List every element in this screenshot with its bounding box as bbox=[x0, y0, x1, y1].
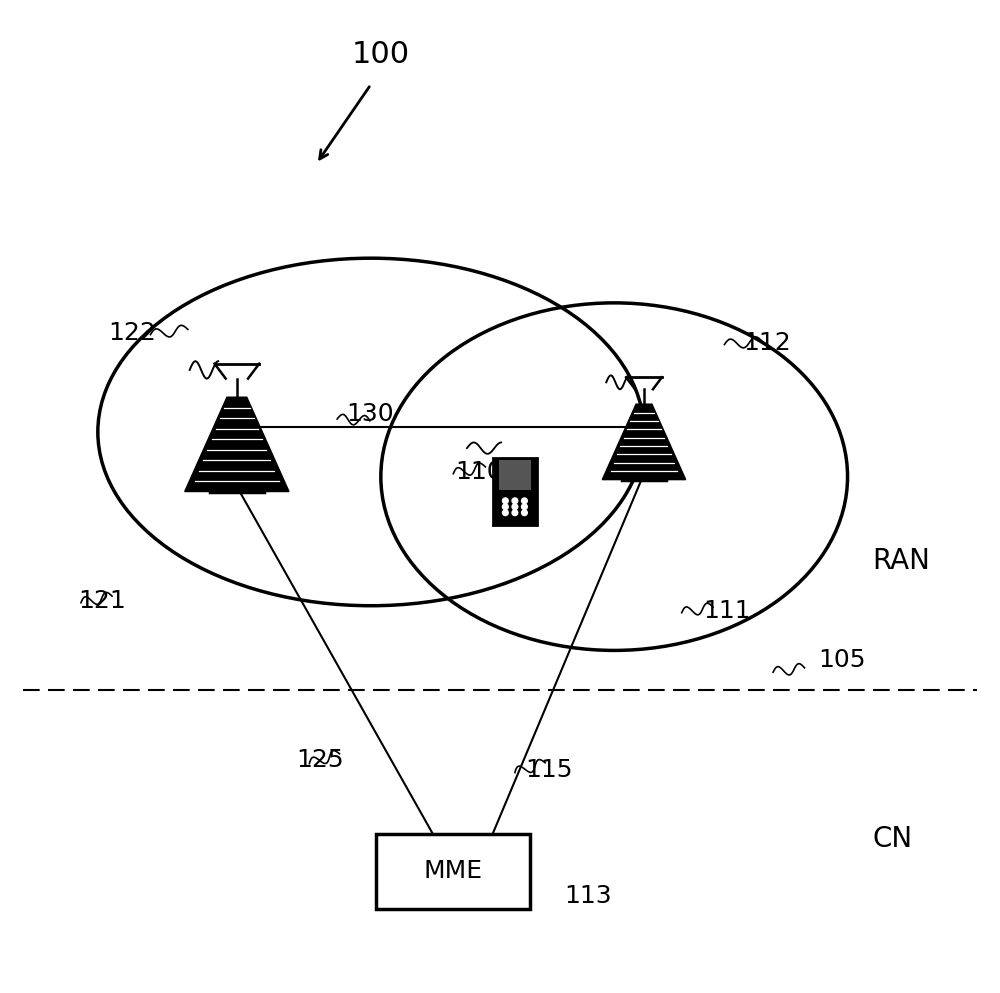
Polygon shape bbox=[185, 397, 289, 492]
Bar bbox=[376, 834, 530, 909]
Text: 130: 130 bbox=[346, 402, 394, 426]
Text: 111: 111 bbox=[704, 599, 751, 623]
Text: 112: 112 bbox=[743, 331, 791, 355]
Text: 110: 110 bbox=[455, 460, 503, 484]
Bar bbox=[493, 459, 537, 524]
Circle shape bbox=[502, 497, 508, 503]
Text: 105: 105 bbox=[818, 648, 865, 672]
Polygon shape bbox=[602, 404, 686, 480]
Circle shape bbox=[512, 497, 518, 503]
Circle shape bbox=[502, 503, 508, 509]
Bar bbox=[499, 461, 531, 491]
Circle shape bbox=[522, 503, 527, 509]
Text: RAN: RAN bbox=[872, 547, 930, 575]
Text: 100: 100 bbox=[352, 40, 410, 70]
Circle shape bbox=[512, 509, 518, 515]
Circle shape bbox=[512, 503, 518, 509]
Text: 113: 113 bbox=[565, 884, 612, 908]
Text: 125: 125 bbox=[296, 748, 344, 772]
Text: 122: 122 bbox=[108, 321, 156, 345]
Circle shape bbox=[502, 509, 508, 515]
Text: MME: MME bbox=[424, 859, 483, 884]
Circle shape bbox=[522, 497, 527, 503]
Text: CN: CN bbox=[872, 825, 912, 853]
Circle shape bbox=[522, 509, 527, 515]
Text: 115: 115 bbox=[525, 758, 572, 781]
Text: 121: 121 bbox=[78, 589, 126, 613]
